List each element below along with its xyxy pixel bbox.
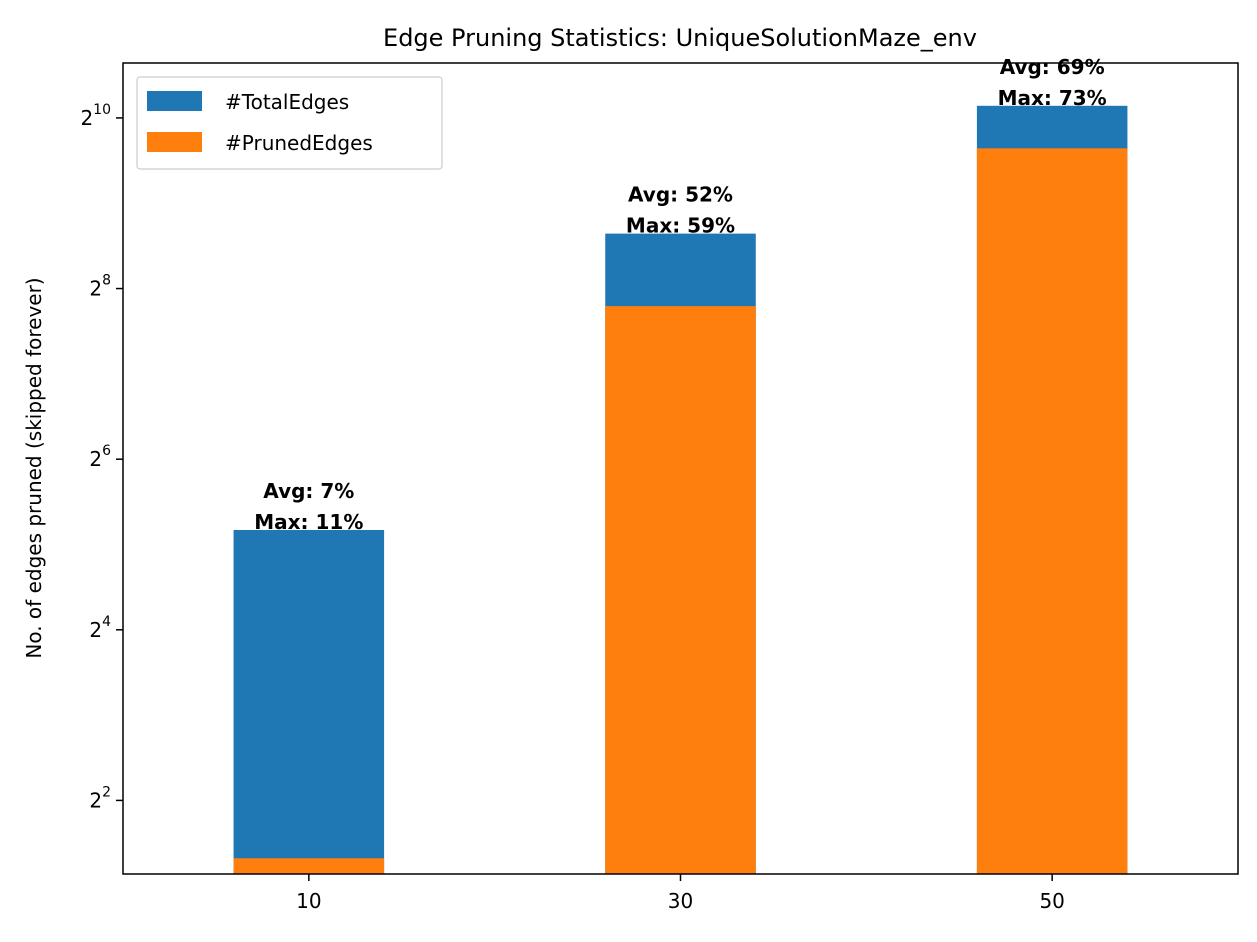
bar-prunededges-30 xyxy=(605,306,756,875)
legend-box xyxy=(136,76,443,170)
y-tick-label-8: 28 xyxy=(89,273,111,301)
x-tick-label-10: 10 xyxy=(296,889,321,913)
y-tick-label-4: 24 xyxy=(89,614,111,642)
legend-label-totaledges: #TotalEdges xyxy=(225,90,349,114)
legend: #TotalEdges #PrunedEdges xyxy=(136,76,443,170)
bar-label-max-30: Max: 59% xyxy=(626,214,735,238)
bar-labels: Avg: 7% Max: 11% Avg: 52% Max: 59% Avg: 69% M… xyxy=(254,55,1106,534)
bar-prunededges-10 xyxy=(233,858,385,874)
bar-label-max-50: Max: 73% xyxy=(998,86,1107,110)
bar-label-avg-30: Avg: 52% xyxy=(628,183,733,207)
legend-swatch-prunededges xyxy=(147,132,202,152)
bar-label-max-10: Max: 11% xyxy=(254,510,363,534)
legend-swatch-totaledges xyxy=(147,91,202,111)
y-axis-label: No. of edges pruned (skipped forever) xyxy=(22,277,46,658)
bar-label-avg-10: Avg: 7% xyxy=(263,479,354,503)
y-tick-label-10: 210 xyxy=(80,102,111,130)
bar-totaledges-10 xyxy=(233,529,385,874)
bar-prunededges-50 xyxy=(976,148,1128,874)
bars xyxy=(233,105,1128,875)
chart-title: Edge Pruning Statistics: UniqueSolutionM… xyxy=(383,24,977,52)
y-tick-label-2: 22 xyxy=(89,784,111,812)
x-tick-label-50: 50 xyxy=(1039,889,1064,913)
axes: 10 30 50 22 24 26 28 210 xyxy=(80,62,1239,913)
bar-label-avg-50: Avg: 69% xyxy=(1000,55,1105,79)
x-tick-label-30: 30 xyxy=(668,889,693,913)
legend-label-prunededges: #PrunedEdges xyxy=(225,131,373,155)
y-tick-label-6: 26 xyxy=(89,443,111,471)
